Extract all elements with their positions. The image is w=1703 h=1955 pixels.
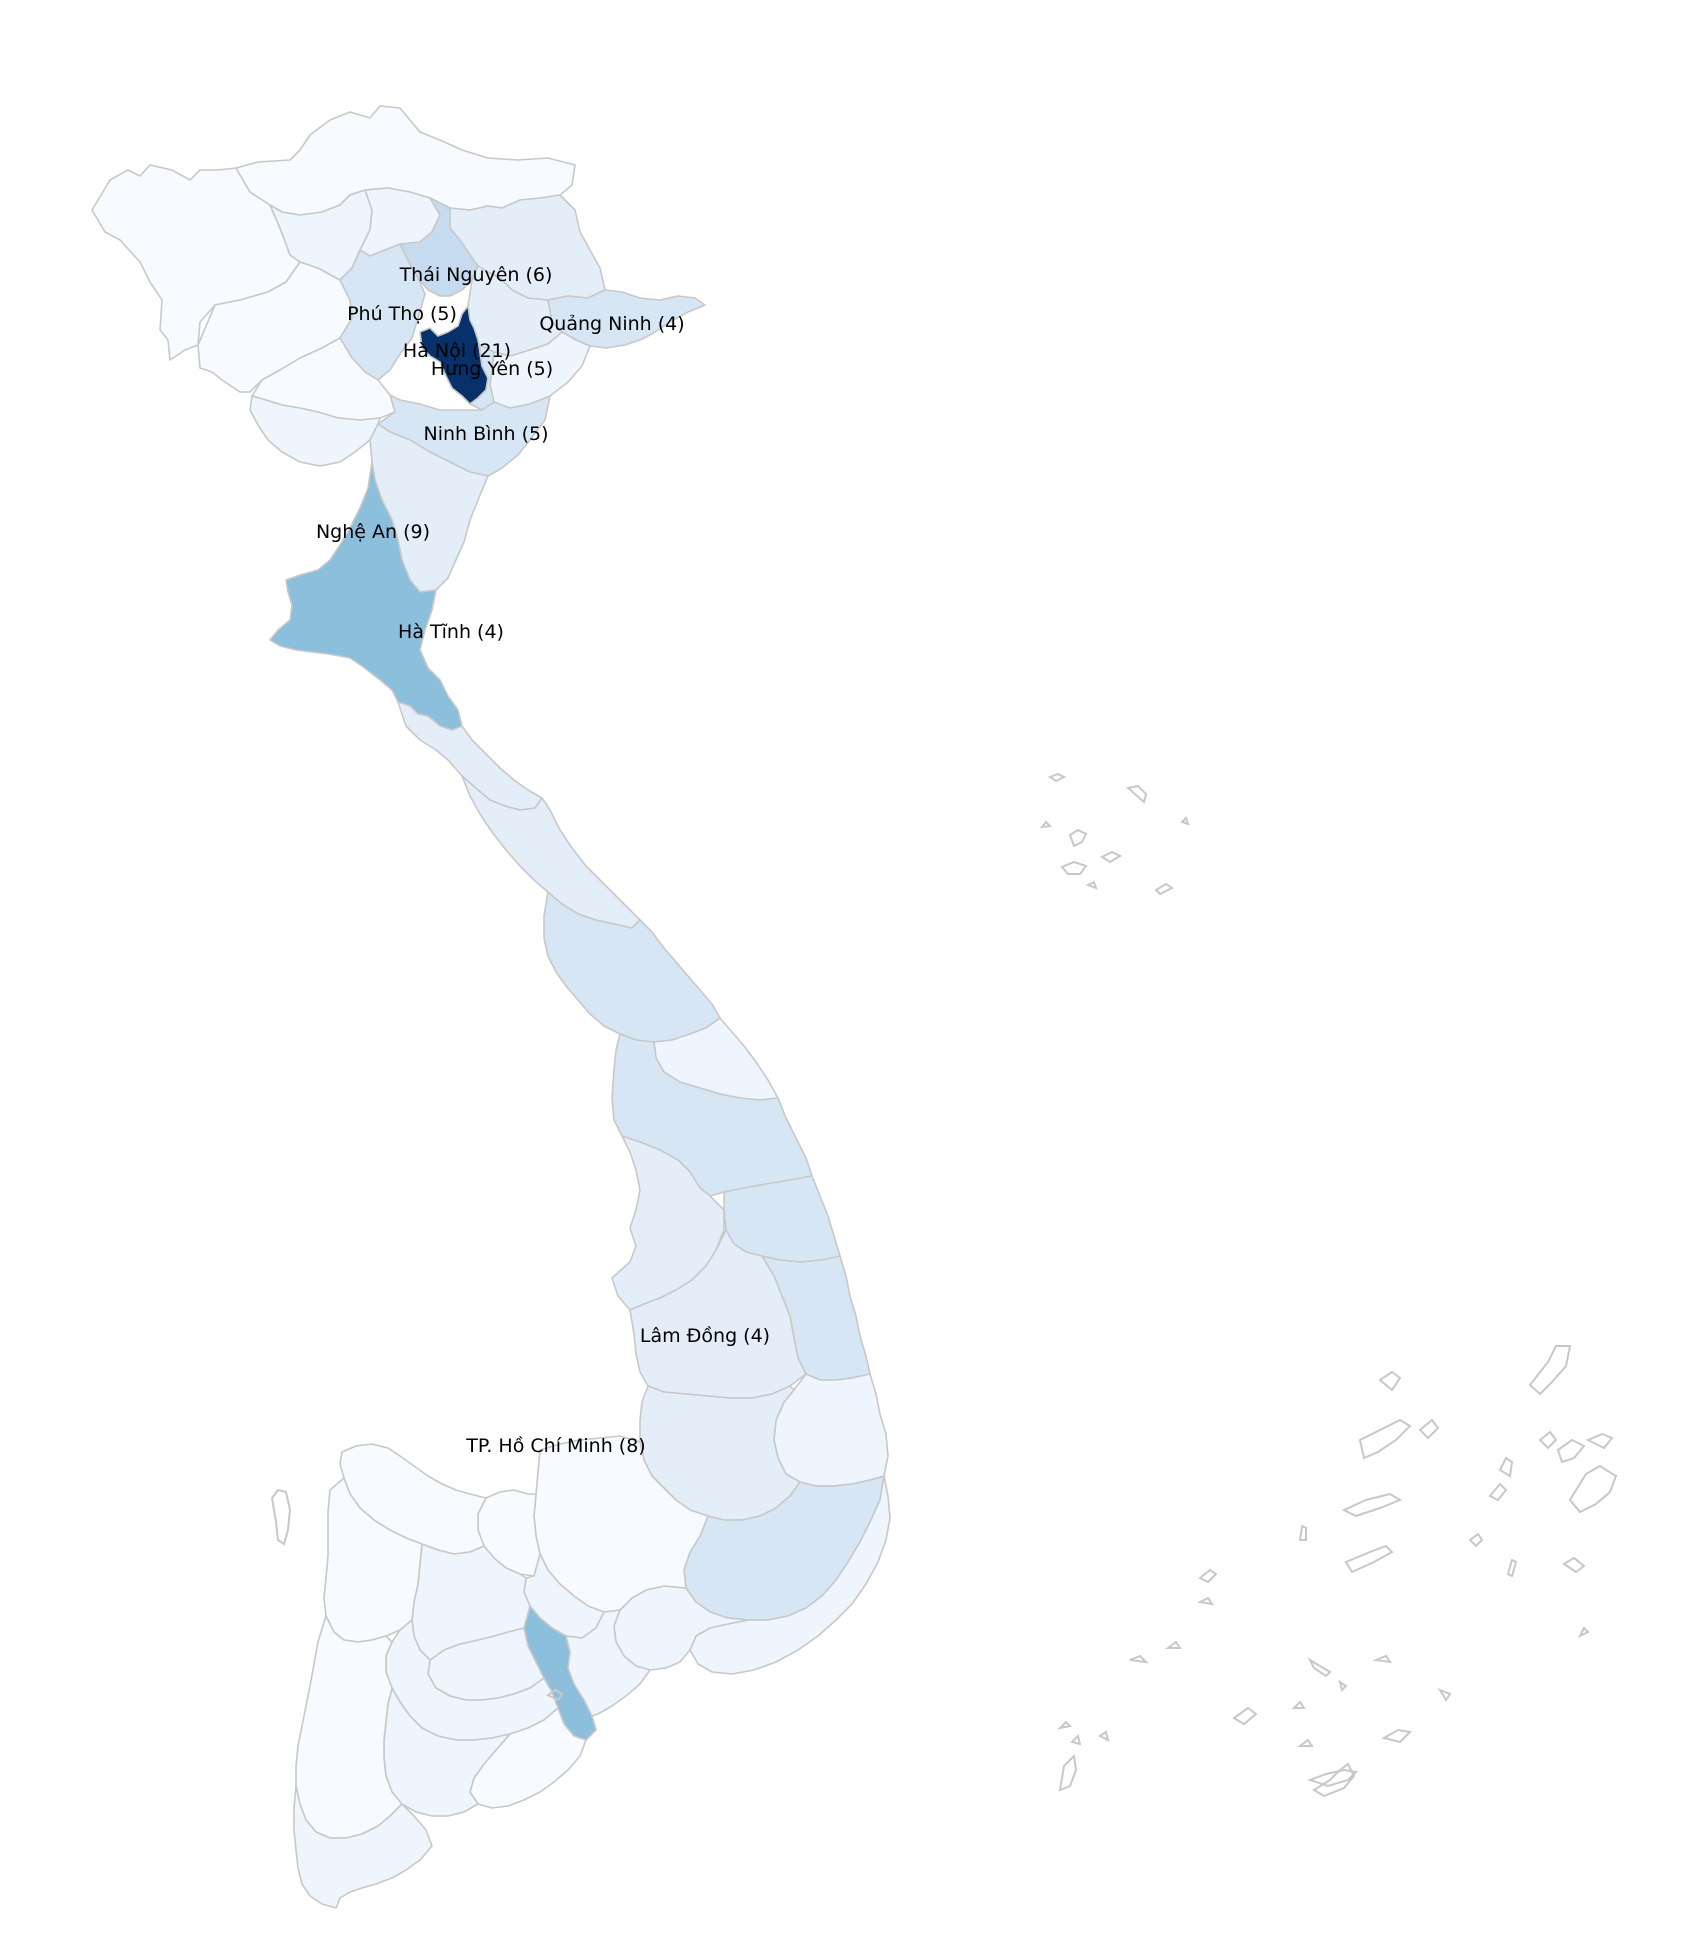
island-truong-sa-33 bbox=[1196, 1596, 1215, 1606]
label-tp-ho-chi-minh: TP. Hồ Chí Minh (8) bbox=[465, 1435, 645, 1457]
island-hoang-sa-7 bbox=[1039, 820, 1053, 829]
island-truong-sa-9 bbox=[1538, 1430, 1558, 1450]
label-hung-yen: Hưng Yên (5) bbox=[431, 358, 553, 380]
island-truong-sa-7 bbox=[1498, 1456, 1514, 1478]
province-thai-nguyen bbox=[399, 197, 479, 297]
label-ha-noi: Hà Nội (21) bbox=[403, 340, 511, 362]
island-truong-sa-6 bbox=[1344, 1544, 1394, 1574]
island-truong-sa-3 bbox=[1358, 1418, 1412, 1460]
province-ca-mau-tip bbox=[293, 1785, 433, 1909]
province-phu-tho bbox=[339, 243, 426, 381]
province-ninh-thuan-binh-thuan bbox=[689, 1475, 891, 1675]
island-hoang-sa-2 bbox=[1125, 784, 1148, 804]
island-truong-sa-26 bbox=[1577, 1626, 1590, 1639]
island-truong-sa-34 bbox=[1098, 1730, 1110, 1742]
province-hung-yen bbox=[469, 344, 495, 411]
island-truong-sa-25 bbox=[1437, 1687, 1452, 1702]
island-hoang-sa-3 bbox=[1068, 828, 1088, 848]
island-hoang-sa-5 bbox=[1099, 850, 1123, 864]
province-quang-binh bbox=[461, 775, 641, 929]
island-con-dao bbox=[545, 1688, 564, 1702]
island-truong-sa-10 bbox=[1556, 1438, 1586, 1464]
island-truong-sa-20 bbox=[1372, 1654, 1393, 1664]
island-hoang-sa-4 bbox=[1060, 860, 1088, 875]
southern-provinces bbox=[293, 1435, 749, 1909]
island-truong-sa-2 bbox=[1378, 1370, 1402, 1392]
label-thai-nguyen: Thái Nguyên (6) bbox=[399, 264, 553, 286]
province-ha-tinh bbox=[397, 701, 543, 811]
label-ha-tinh: Hà Tĩnh (4) bbox=[398, 621, 504, 643]
island-truong-sa-22 bbox=[1312, 1762, 1356, 1798]
island-hoang-sa-9 bbox=[1180, 816, 1190, 826]
province-ca-mau-bac-lieu bbox=[295, 1615, 403, 1839]
island-truong-sa-4 bbox=[1418, 1418, 1440, 1440]
island-truong-sa-14 bbox=[1298, 1524, 1307, 1541]
island-truong-sa-17 bbox=[1562, 1556, 1586, 1574]
label-phu-tho: Phú Thọ (5) bbox=[347, 303, 457, 325]
central-provinces bbox=[611, 1033, 891, 1675]
province-ba-ria bbox=[565, 1609, 651, 1717]
island-truong-sa-24 bbox=[1297, 1738, 1314, 1747]
island-truong-sa-30 bbox=[1232, 1706, 1258, 1726]
island-truong-sa-28 bbox=[1070, 1734, 1082, 1746]
island-truong-sa-8 bbox=[1488, 1482, 1508, 1502]
label-quang-ninh: Quảng Ninh (4) bbox=[539, 313, 684, 335]
province-labels: Thái Nguyên (6) Phú Thọ (5) Quảng Ninh (… bbox=[316, 264, 770, 1457]
label-ninh-binh: Ninh Bình (5) bbox=[424, 423, 549, 445]
island-truong-sa-16 bbox=[1506, 1558, 1518, 1578]
island-hoang-sa-8 bbox=[1085, 880, 1098, 890]
island-hoang-sa-6 bbox=[1154, 882, 1174, 896]
label-lam-dong: Lâm Đồng (4) bbox=[640, 1325, 770, 1347]
island-truong-sa-15 bbox=[1468, 1532, 1484, 1548]
island-truong-sa-1 bbox=[1528, 1345, 1572, 1396]
island-truong-sa-19 bbox=[1338, 1679, 1348, 1692]
island-hoang-sa-1 bbox=[1047, 772, 1067, 783]
north-central-provinces bbox=[269, 461, 779, 1101]
province-nghe-an bbox=[269, 461, 463, 731]
island-truong-sa-5 bbox=[1341, 1492, 1403, 1518]
island-truong-sa-13 bbox=[1198, 1568, 1218, 1584]
island-truong-sa-11 bbox=[1568, 1464, 1618, 1514]
label-nghe-an: Nghệ An (9) bbox=[316, 521, 430, 543]
offshore-islands bbox=[270, 772, 1618, 1798]
island-truong-sa-35 bbox=[1291, 1700, 1306, 1709]
northern-provinces bbox=[91, 105, 706, 593]
island-truong-sa-29 bbox=[1058, 1753, 1078, 1792]
island-truong-sa-12 bbox=[1585, 1432, 1614, 1450]
island-phu-quoc bbox=[270, 1488, 292, 1546]
island-truong-sa-21 bbox=[1307, 1768, 1359, 1788]
island-truong-sa-23 bbox=[1381, 1728, 1413, 1744]
island-truong-sa-18 bbox=[1307, 1657, 1332, 1678]
island-truong-sa-31 bbox=[1129, 1654, 1149, 1664]
island-truong-sa-27 bbox=[1056, 1720, 1073, 1730]
island-truong-sa-32 bbox=[1165, 1640, 1182, 1649]
